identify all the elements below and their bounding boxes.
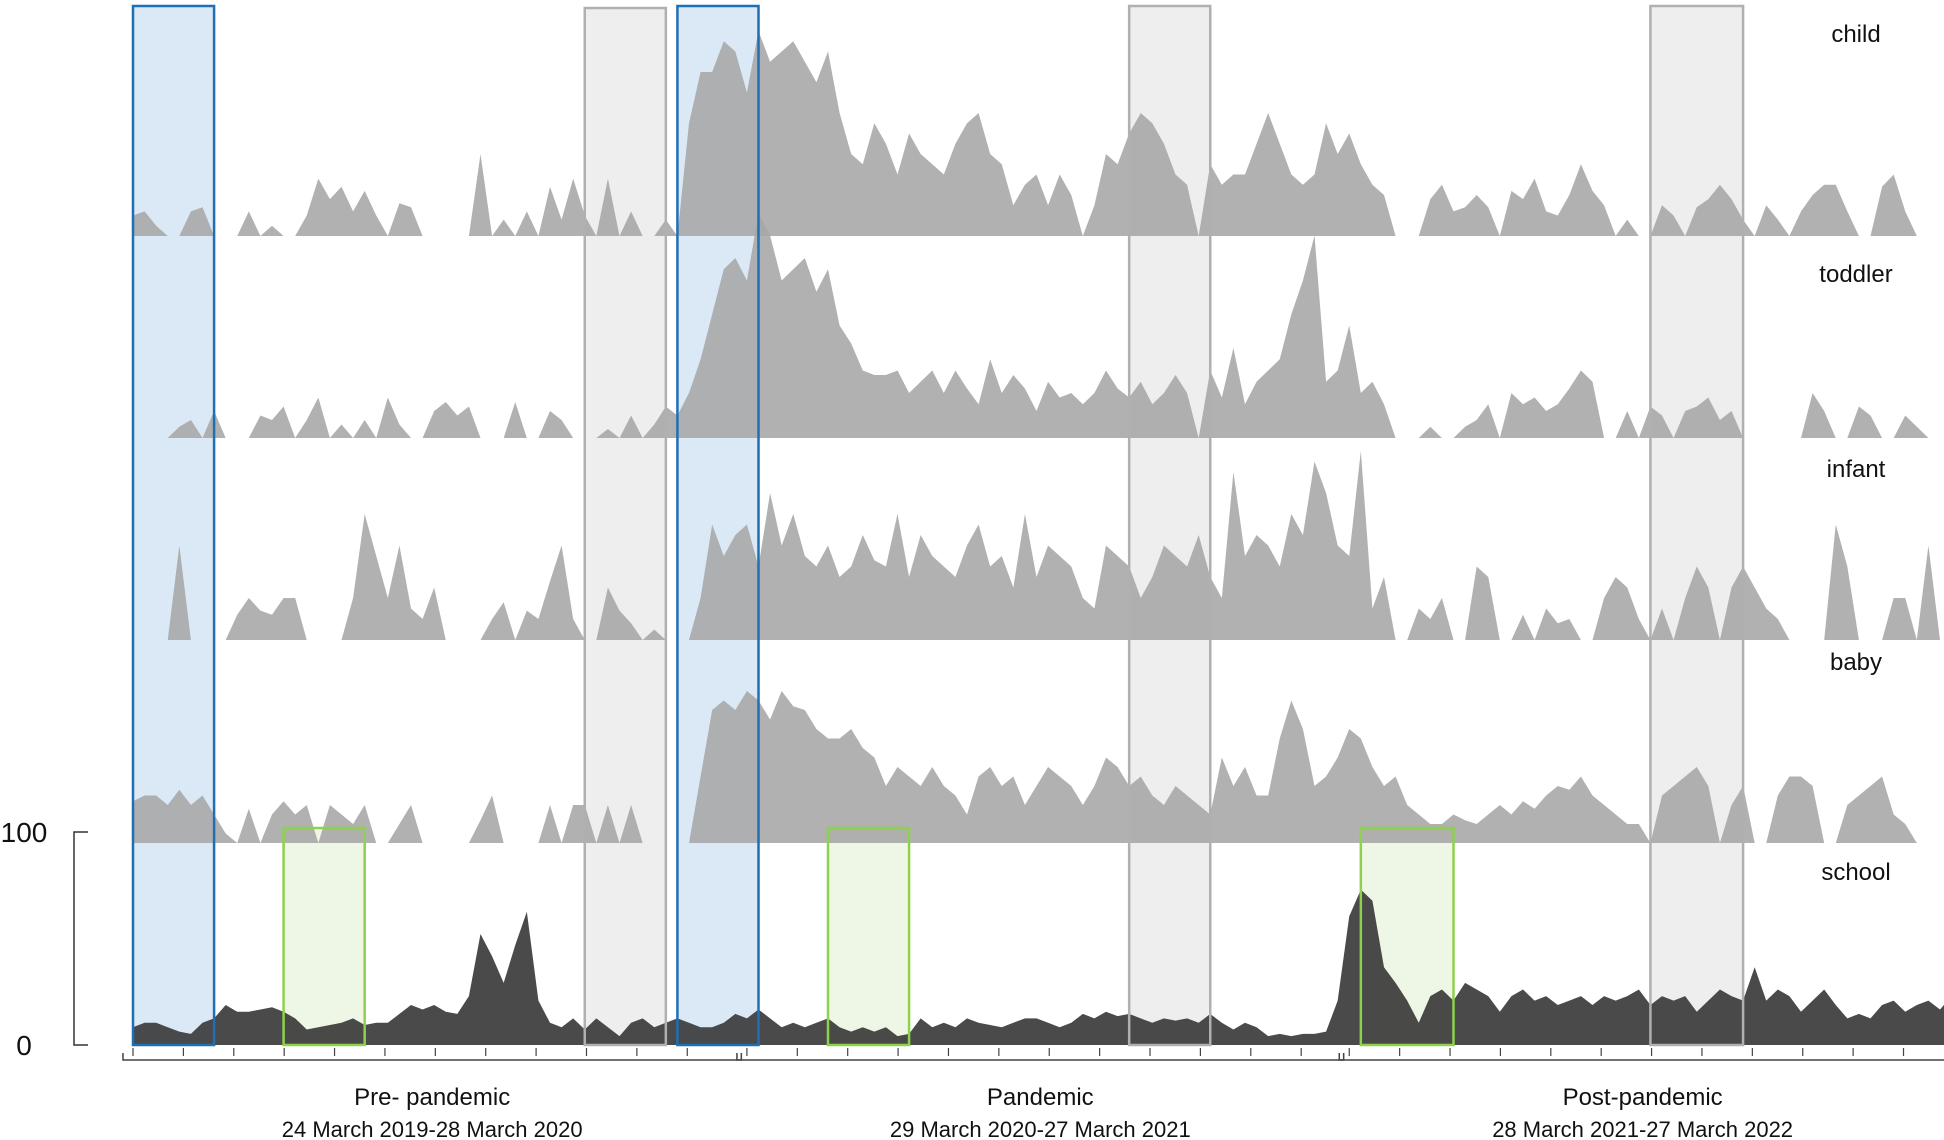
period-bracket bbox=[736, 1053, 1345, 1061]
y-tick-label: 100 bbox=[1, 817, 48, 848]
series-area-toddler bbox=[133, 213, 1929, 438]
series-label-baby: baby bbox=[1830, 649, 1882, 676]
period-dates: 29 March 2020-27 March 2021 bbox=[890, 1117, 1191, 1140]
blue-highlight-box bbox=[676, 4, 760, 1047]
y-axis: 0 100 bbox=[1, 817, 88, 1061]
x-axis-brackets bbox=[122, 1048, 1944, 1061]
series-labels: child toddler infant baby school bbox=[1819, 21, 1892, 886]
series-area-infant bbox=[133, 451, 1944, 640]
green-highlight-box bbox=[1359, 826, 1455, 1047]
grey-highlight-box-fill bbox=[584, 8, 666, 1045]
series-area-baby bbox=[133, 691, 1944, 843]
blue-highlight-box bbox=[131, 4, 216, 1047]
green-highlight-box bbox=[282, 826, 366, 1047]
green-highlight-box bbox=[826, 826, 911, 1047]
series-label-toddler: toddler bbox=[1819, 261, 1892, 288]
series-label-infant: infant bbox=[1827, 456, 1886, 483]
series-area-child bbox=[133, 31, 1929, 236]
series-label-child: child bbox=[1831, 21, 1880, 48]
series-area-school bbox=[133, 889, 1944, 1045]
highlight-box-fills bbox=[133, 6, 1744, 1045]
period-dates: 24 March 2019-28 March 2020 bbox=[282, 1117, 583, 1140]
period-name: Pre- pandemic bbox=[354, 1084, 510, 1111]
blue-highlight-box-fill bbox=[133, 6, 215, 1045]
grey-highlight-box bbox=[583, 6, 668, 1047]
y-tick-label: 0 bbox=[16, 1030, 32, 1061]
period-labels: Pre- pandemic 24 March 2019-28 March 2020… bbox=[282, 1084, 1793, 1140]
period-name: Pandemic bbox=[987, 1084, 1094, 1111]
period-bracket bbox=[122, 1053, 743, 1061]
grey-highlight-box-fill bbox=[1650, 6, 1744, 1045]
grey-highlight-box bbox=[1649, 4, 1745, 1047]
highlight-box-outlines bbox=[131, 4, 1745, 1047]
grey-highlight-box bbox=[1127, 4, 1212, 1047]
green-highlight-box-fill bbox=[828, 828, 910, 1045]
series-areas bbox=[133, 31, 1944, 1045]
period-name: Post-pandemic bbox=[1563, 1084, 1723, 1111]
green-highlight-box-fill bbox=[283, 828, 365, 1045]
period-bracket bbox=[1338, 1053, 1944, 1061]
series-label-school: school bbox=[1821, 859, 1890, 886]
y-axis-bracket bbox=[73, 831, 88, 1046]
period-dates: 28 March 2021-27 March 2022 bbox=[1492, 1117, 1793, 1140]
